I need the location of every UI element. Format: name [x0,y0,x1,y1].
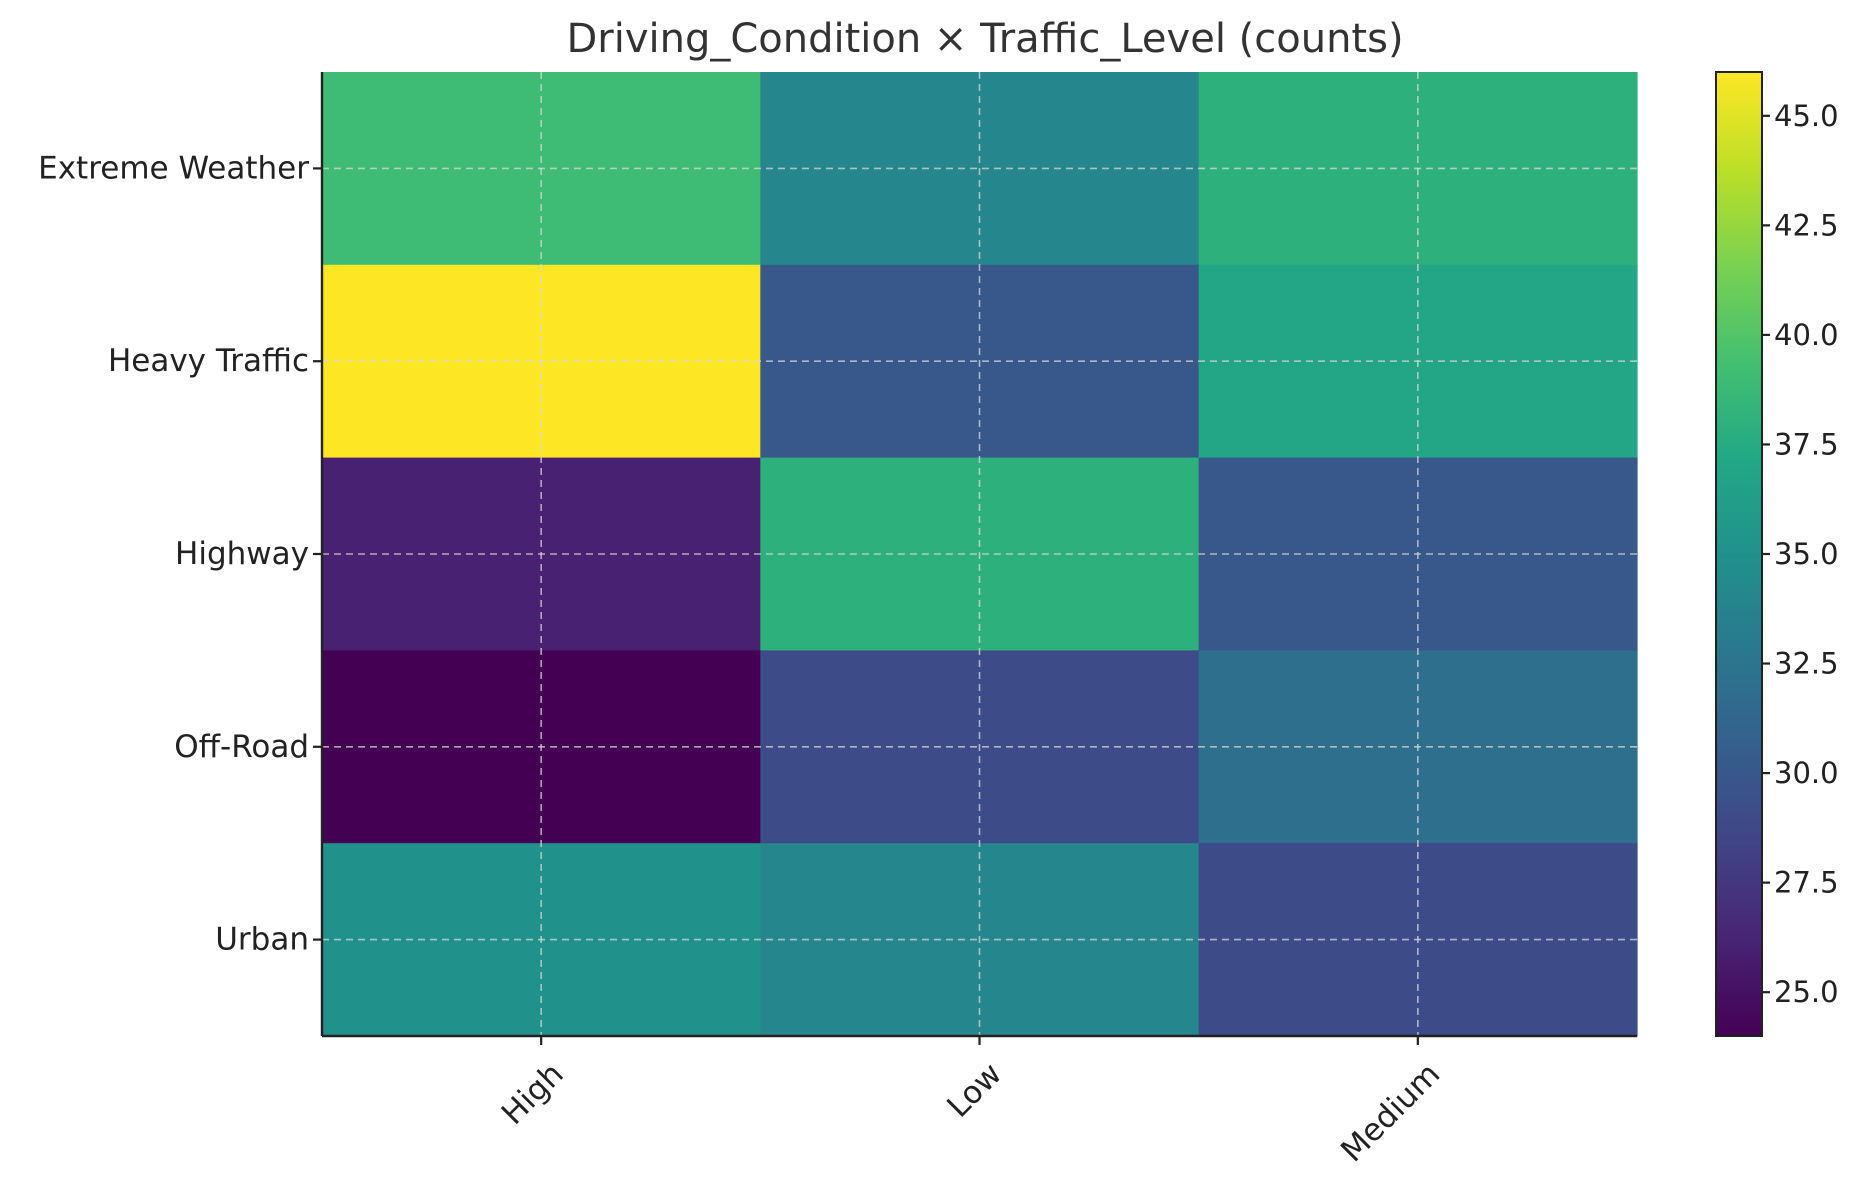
y-tick-label: Heavy Traffic [108,343,309,379]
y-tick-label: Highway [175,536,309,572]
colorbar-tick-label: 35.0 [1774,537,1839,571]
y-tick-label: Off-Road [174,729,309,765]
y-tick-label: Extreme Weather [38,150,309,186]
colorbar-tick-label: 42.5 [1774,208,1839,242]
colorbar-tick-label: 30.0 [1774,756,1839,790]
axes [313,72,1637,1045]
colorbar-tick-label: 37.5 [1774,427,1839,461]
y-tick-labels: Extreme Weather Heavy Traffic Highway Off-R… [38,150,309,957]
x-tick-label: Low [940,1056,1009,1125]
colorbar-gradient [1716,72,1762,1036]
chart-title: Driving_Condition × Traffic_Level (count… [566,16,1403,62]
x-tick-label: Medium [1334,1056,1447,1169]
x-tick-labels: High Low Medium [495,1056,1448,1169]
y-tick-label: Urban [215,922,309,958]
colorbar: 25.0 27.5 30.0 32.5 35.0 37.5 40.0 42.5 45.0 [1715,71,1839,1037]
x-tick-label: High [495,1056,571,1132]
colorbar-tick-label: 32.5 [1774,647,1839,681]
colorbar-tick-label: 27.5 [1774,866,1839,900]
grid-lines [322,72,1637,1036]
colorbar-tick-label: 40.0 [1774,318,1839,352]
colorbar-tick-label: 25.0 [1774,975,1839,1009]
colorbar-tick-label: 45.0 [1774,99,1839,133]
